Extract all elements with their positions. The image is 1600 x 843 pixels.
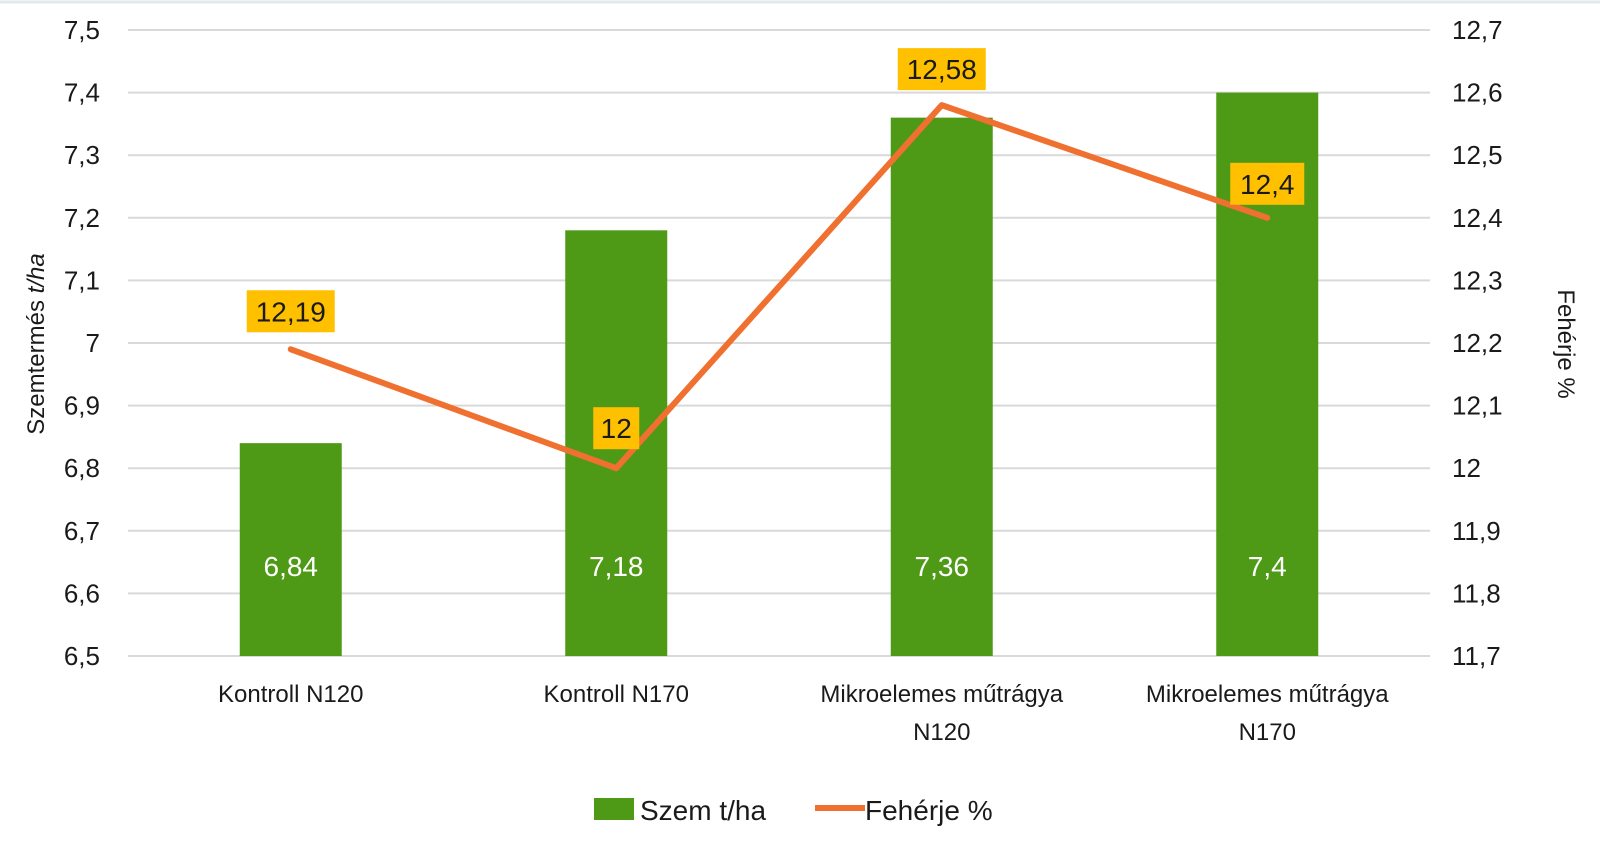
line-labels: 12,19 12 12,58 12,4 bbox=[246, 48, 1305, 450]
category-label: Mikroelemes műtrágya bbox=[820, 681, 1063, 708]
left-tick-label: 6,9 bbox=[64, 391, 100, 421]
line-series bbox=[287, 102, 1271, 472]
left-tick-label: 7,4 bbox=[64, 78, 100, 108]
bar-data-label: 6,84 bbox=[264, 551, 319, 582]
category-label: Kontroll N120 bbox=[218, 681, 363, 708]
legend-bar-label: Szem t/ha bbox=[640, 795, 766, 826]
left-tick-label: 7,2 bbox=[64, 203, 100, 233]
right-tick-label: 12,6 bbox=[1452, 78, 1503, 108]
line-data-label-text: 12,19 bbox=[256, 296, 326, 327]
line-path bbox=[287, 102, 1271, 472]
left-tick-label: 6,6 bbox=[64, 578, 100, 608]
legend-line-label: Fehérje % bbox=[865, 795, 993, 826]
left-axis-title-unit: t/ha bbox=[23, 253, 50, 293]
line-data-label-box bbox=[246, 290, 335, 333]
bar-data-label: 7,18 bbox=[589, 551, 644, 582]
bar-labels: 6,84 7,18 7,36 7,4 bbox=[264, 551, 1287, 582]
category-label: Kontroll N170 bbox=[544, 681, 689, 708]
bar bbox=[239, 443, 342, 656]
category-label: N170 bbox=[1239, 719, 1296, 746]
line-data-label: 12,19 bbox=[246, 290, 335, 333]
left-tick-label: 6,5 bbox=[64, 641, 100, 671]
line-data-label-text: 12 bbox=[601, 413, 632, 444]
right-tick-label: 12,2 bbox=[1452, 328, 1503, 358]
bar-data-label: 7,36 bbox=[915, 551, 970, 582]
line-data-label-box bbox=[1230, 162, 1305, 205]
right-axis-ticks: 11,7 11,8 11,9 12 12,1 12,2 12,3 12,4 12,5 12,6 12… bbox=[1452, 15, 1503, 671]
right-tick-label: 12,7 bbox=[1452, 15, 1503, 45]
left-axis-ticks: 6,5 6,6 6,7 6,8 6,9 7 7,1 7,2 7,3 7,4 7,5 bbox=[64, 15, 100, 671]
line-data-label: 12,58 bbox=[897, 48, 986, 91]
category-labels: Kontroll N120 Kontroll N170 Mikroelemes mű… bbox=[218, 681, 1389, 746]
legend: Szem t/ha Fehérje % bbox=[594, 795, 993, 826]
left-tick-label: 7,1 bbox=[64, 265, 100, 295]
line-data-label-text: 12,58 bbox=[907, 54, 977, 85]
left-tick-label: 7,5 bbox=[64, 15, 100, 45]
right-tick-label: 12 bbox=[1452, 453, 1481, 483]
legend-bar-swatch bbox=[594, 798, 634, 820]
line-data-label: 12,4 bbox=[1230, 162, 1305, 205]
right-tick-label: 11,9 bbox=[1452, 516, 1501, 546]
left-axis-title: Szemtermés t/ha bbox=[23, 253, 50, 434]
right-tick-label: 11,8 bbox=[1452, 578, 1501, 608]
category-label: N120 bbox=[913, 719, 970, 746]
right-tick-label: 12,4 bbox=[1452, 203, 1503, 233]
line-data-label-text: 12,4 bbox=[1240, 169, 1295, 200]
right-tick-label: 12,3 bbox=[1452, 265, 1503, 295]
right-tick-label: 11,7 bbox=[1452, 641, 1501, 671]
bar bbox=[890, 117, 993, 656]
line-data-label-box bbox=[593, 407, 640, 450]
left-tick-label: 6,7 bbox=[64, 516, 100, 546]
right-tick-label: 12,5 bbox=[1452, 140, 1503, 170]
left-tick-label: 7 bbox=[86, 328, 100, 358]
left-tick-label: 6,8 bbox=[64, 453, 100, 483]
gridlines bbox=[128, 29, 1430, 657]
line-data-label: 12 bbox=[593, 407, 640, 450]
line-data-label-box bbox=[897, 48, 986, 91]
bar-data-label: 7,4 bbox=[1248, 551, 1287, 582]
right-tick-label: 12,1 bbox=[1452, 391, 1503, 421]
left-axis-title-text: Szemtermés bbox=[23, 293, 50, 434]
category-label: Mikroelemes műtrágya bbox=[1146, 681, 1389, 708]
right-axis-title: Fehérje % bbox=[1552, 289, 1579, 398]
left-tick-label: 7,3 bbox=[64, 140, 100, 170]
